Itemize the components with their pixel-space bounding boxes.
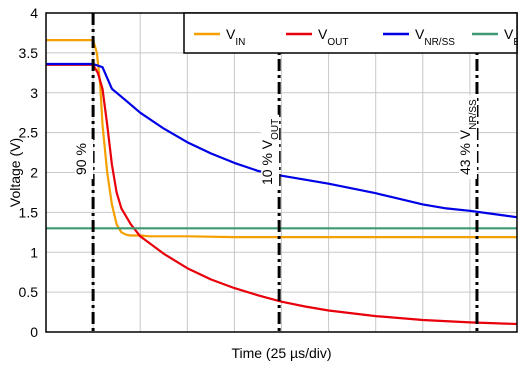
y-tick-label: 4 [30, 5, 38, 21]
series-lines [46, 38, 518, 326]
annotation-label: 10 % VOUT [259, 119, 281, 185]
grid-lines [46, 13, 517, 332]
legend-label: VIN [226, 26, 245, 48]
legend-label: VNR/SS [415, 26, 455, 48]
legend-label: VEN [504, 26, 518, 48]
y-tick-label: 3 [30, 85, 38, 101]
y-tick-label: 2.5 [19, 125, 39, 141]
y-tick-label: 0 [30, 324, 38, 340]
annotation-label-bg [75, 139, 94, 179]
annotation-label-bg [458, 95, 477, 179]
y-tick-label: 3.5 [19, 45, 39, 61]
series-line-in [46, 38, 517, 239]
annotation-label: 90 % [73, 143, 89, 175]
y-tick-label: 0.5 [19, 284, 39, 300]
x-axis-title: Time (25 µs/div) [231, 345, 331, 361]
y-tick-labels: 0 0.5 1 1.5 2 2.5 3 3.5 4 [19, 5, 39, 340]
legend-label: VOUT [318, 26, 348, 48]
annotation-label-bg [261, 114, 280, 189]
legend-box [183, 12, 518, 54]
legend: VIN VOUT VNR/SS VEN [183, 12, 518, 54]
y-tick-label: 1.5 [19, 204, 39, 220]
annotation-markers: 90 % 10 % VOUT 43 % VNR/SS [73, 13, 479, 332]
y-axis-title: Voltage (V) [7, 138, 23, 207]
y-tick-label: 1 [30, 244, 38, 260]
annotation-label: 43 % VNR/SS [457, 99, 479, 175]
series-line-out [46, 63, 518, 326]
y-tick-label: 2 [30, 165, 38, 181]
